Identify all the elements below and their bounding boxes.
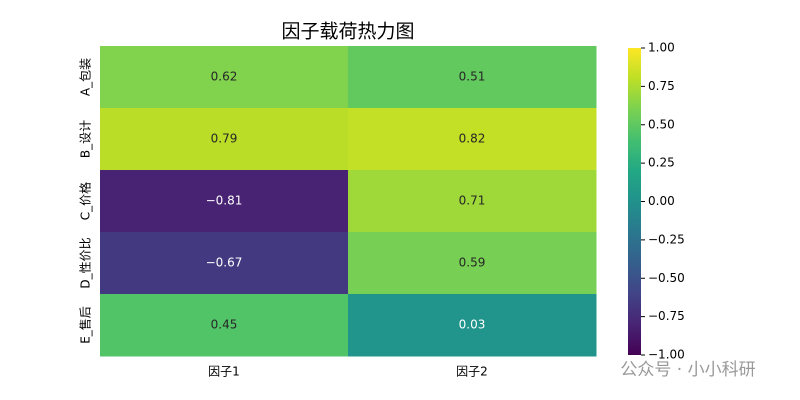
- colorbar-tick-label: −0.75: [648, 309, 685, 323]
- x-tick-label: 因子2: [456, 365, 488, 379]
- cell-label: 0.79: [211, 132, 238, 146]
- cell-label: 0.03: [459, 318, 486, 332]
- cell-label: −0.67: [206, 256, 243, 270]
- heatmap-cell: [100, 108, 349, 171]
- colorbar-tick-label: −0.50: [648, 271, 685, 285]
- y-tick-label: D_性价比: [79, 237, 93, 288]
- heatmap-cell: [348, 46, 597, 109]
- cell-label: 0.71: [459, 194, 486, 208]
- heatmap-cell: [100, 232, 349, 295]
- watermark: 公众号 · 小小科研: [620, 360, 755, 380]
- colorbar-tick-label: 0.00: [648, 194, 675, 208]
- heatmap-cell: [348, 294, 597, 357]
- heatmap-cell: [100, 294, 349, 357]
- cell-label: 0.51: [459, 70, 486, 84]
- colorbar: [628, 48, 641, 355]
- colorbar-tick-label: 1.00: [648, 41, 675, 55]
- colorbar-tick-label: 0.50: [648, 117, 675, 131]
- y-tick-label: A_包装: [79, 58, 93, 96]
- heatmap-cell: [100, 170, 349, 233]
- cell-label: 0.62: [211, 70, 238, 84]
- y-tick-label: E_售后: [78, 306, 93, 344]
- y-tick-label: B_设计: [79, 120, 93, 158]
- x-tick-label: 因子1: [208, 365, 240, 379]
- colorbar-tick-label: −1.00: [648, 348, 685, 362]
- y-tick-label: C_价格: [78, 182, 93, 220]
- cell-label: −0.81: [206, 194, 243, 208]
- heatmap-cell: [348, 232, 597, 295]
- colorbar-tick-label: −0.25: [648, 232, 685, 246]
- colorbar-tick-label: 0.25: [648, 156, 675, 170]
- heatmap-cell: [100, 46, 349, 109]
- colorbar-tick-label: 0.75: [648, 79, 675, 93]
- cell-label: 0.59: [459, 256, 486, 270]
- chart-title: 因子载荷热力图: [281, 21, 414, 43]
- heatmap-cell: [348, 170, 597, 233]
- cell-label: 0.45: [211, 318, 238, 332]
- cell-label: 0.82: [459, 132, 486, 146]
- heatmap-cell: [348, 108, 597, 171]
